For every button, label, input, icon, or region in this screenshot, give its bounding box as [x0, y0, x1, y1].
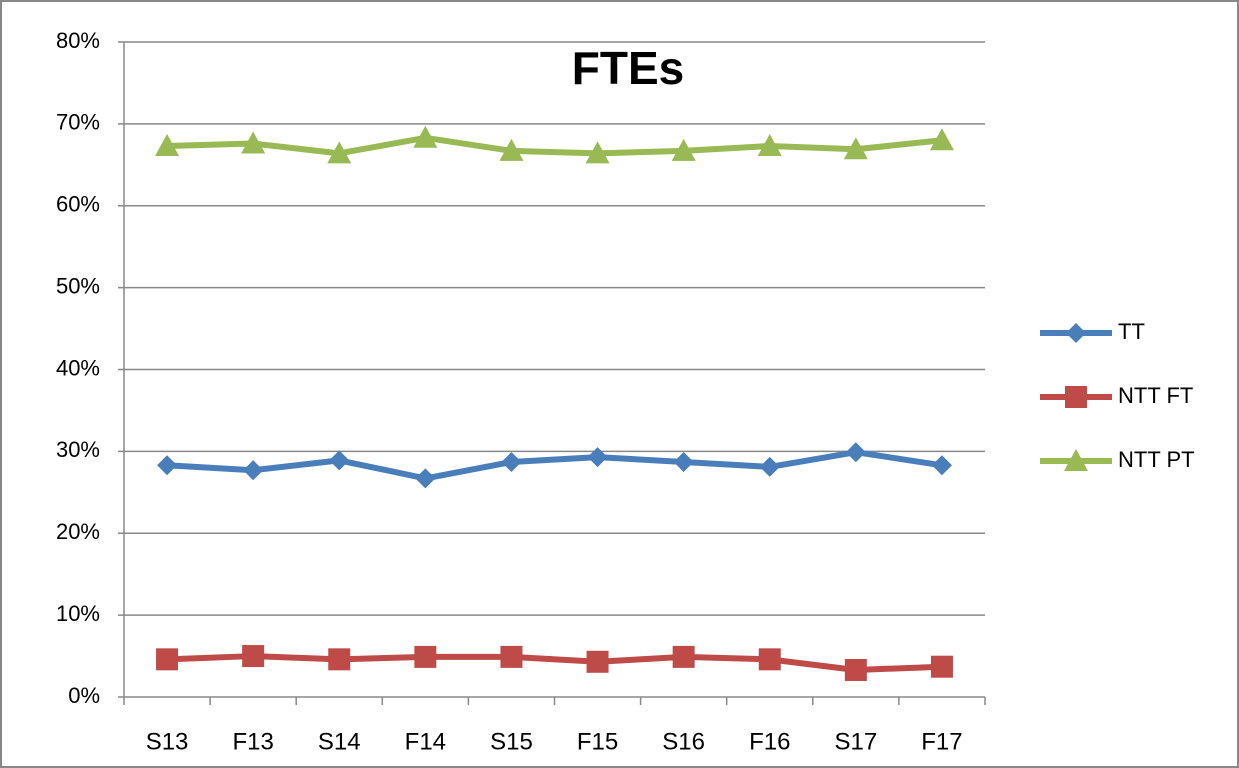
marker	[327, 141, 352, 164]
marker	[242, 645, 265, 668]
legend-marker	[1064, 449, 1088, 471]
legend-label: TT	[1118, 319, 1145, 344]
legend-marker	[1066, 323, 1086, 343]
marker	[758, 648, 781, 671]
y-tick-label: 80%	[56, 28, 100, 53]
marker	[930, 655, 953, 678]
marker	[501, 452, 522, 473]
marker	[931, 455, 952, 476]
x-tick-label: F14	[405, 728, 446, 755]
marker	[929, 128, 954, 151]
marker	[413, 125, 438, 148]
marker	[757, 133, 782, 156]
y-tick-label: 40%	[56, 355, 100, 380]
x-tick-label: F15	[577, 728, 618, 755]
series-line	[166, 653, 943, 673]
chart-title: FTEs	[572, 42, 684, 94]
marker	[415, 468, 436, 489]
marker	[586, 650, 609, 673]
legend-label: NTT PT	[1118, 447, 1195, 472]
marker	[241, 131, 266, 154]
marker	[759, 456, 780, 477]
legend-label: NTT FT	[1118, 383, 1193, 408]
marker	[243, 460, 264, 481]
x-tick-label: F13	[232, 728, 273, 755]
marker	[672, 645, 695, 668]
y-tick-label: 70%	[56, 110, 100, 135]
marker	[587, 447, 608, 468]
marker	[156, 648, 179, 671]
series-line	[166, 134, 943, 157]
x-tick-label: F17	[921, 728, 962, 755]
marker	[844, 658, 867, 681]
legend-marker	[1065, 386, 1087, 408]
y-tick-label: 30%	[56, 437, 100, 462]
marker	[845, 442, 866, 463]
x-tick-label: S15	[490, 728, 533, 755]
x-tick-label: S17	[834, 728, 877, 755]
marker	[499, 138, 524, 161]
x-tick-label: S14	[318, 728, 361, 755]
marker	[157, 455, 178, 476]
x-tick-label: S13	[146, 728, 189, 755]
marker	[414, 645, 437, 668]
y-tick-label: 0%	[68, 683, 100, 708]
y-tick-label: 10%	[56, 601, 100, 626]
x-tick-label: S16	[662, 728, 705, 755]
marker	[585, 141, 610, 164]
series-line	[166, 449, 943, 482]
y-tick-label: 50%	[56, 273, 100, 298]
marker	[329, 450, 350, 471]
marker	[843, 137, 868, 160]
marker	[673, 452, 694, 473]
y-tick-label: 20%	[56, 519, 100, 544]
y-tick-label: 60%	[56, 192, 100, 217]
marker	[500, 645, 523, 668]
x-tick-label: F16	[749, 728, 790, 755]
marker	[671, 138, 696, 161]
marker	[155, 133, 180, 156]
marker	[328, 648, 351, 671]
